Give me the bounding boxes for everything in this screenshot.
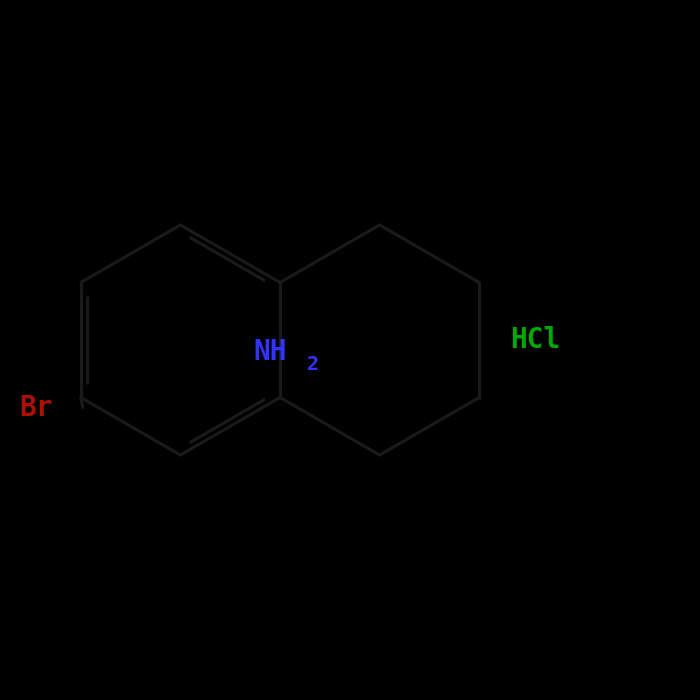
Text: 2: 2 — [307, 354, 319, 374]
Text: Br: Br — [20, 393, 52, 421]
Text: NH: NH — [253, 337, 287, 365]
Text: HCl: HCl — [510, 326, 560, 354]
